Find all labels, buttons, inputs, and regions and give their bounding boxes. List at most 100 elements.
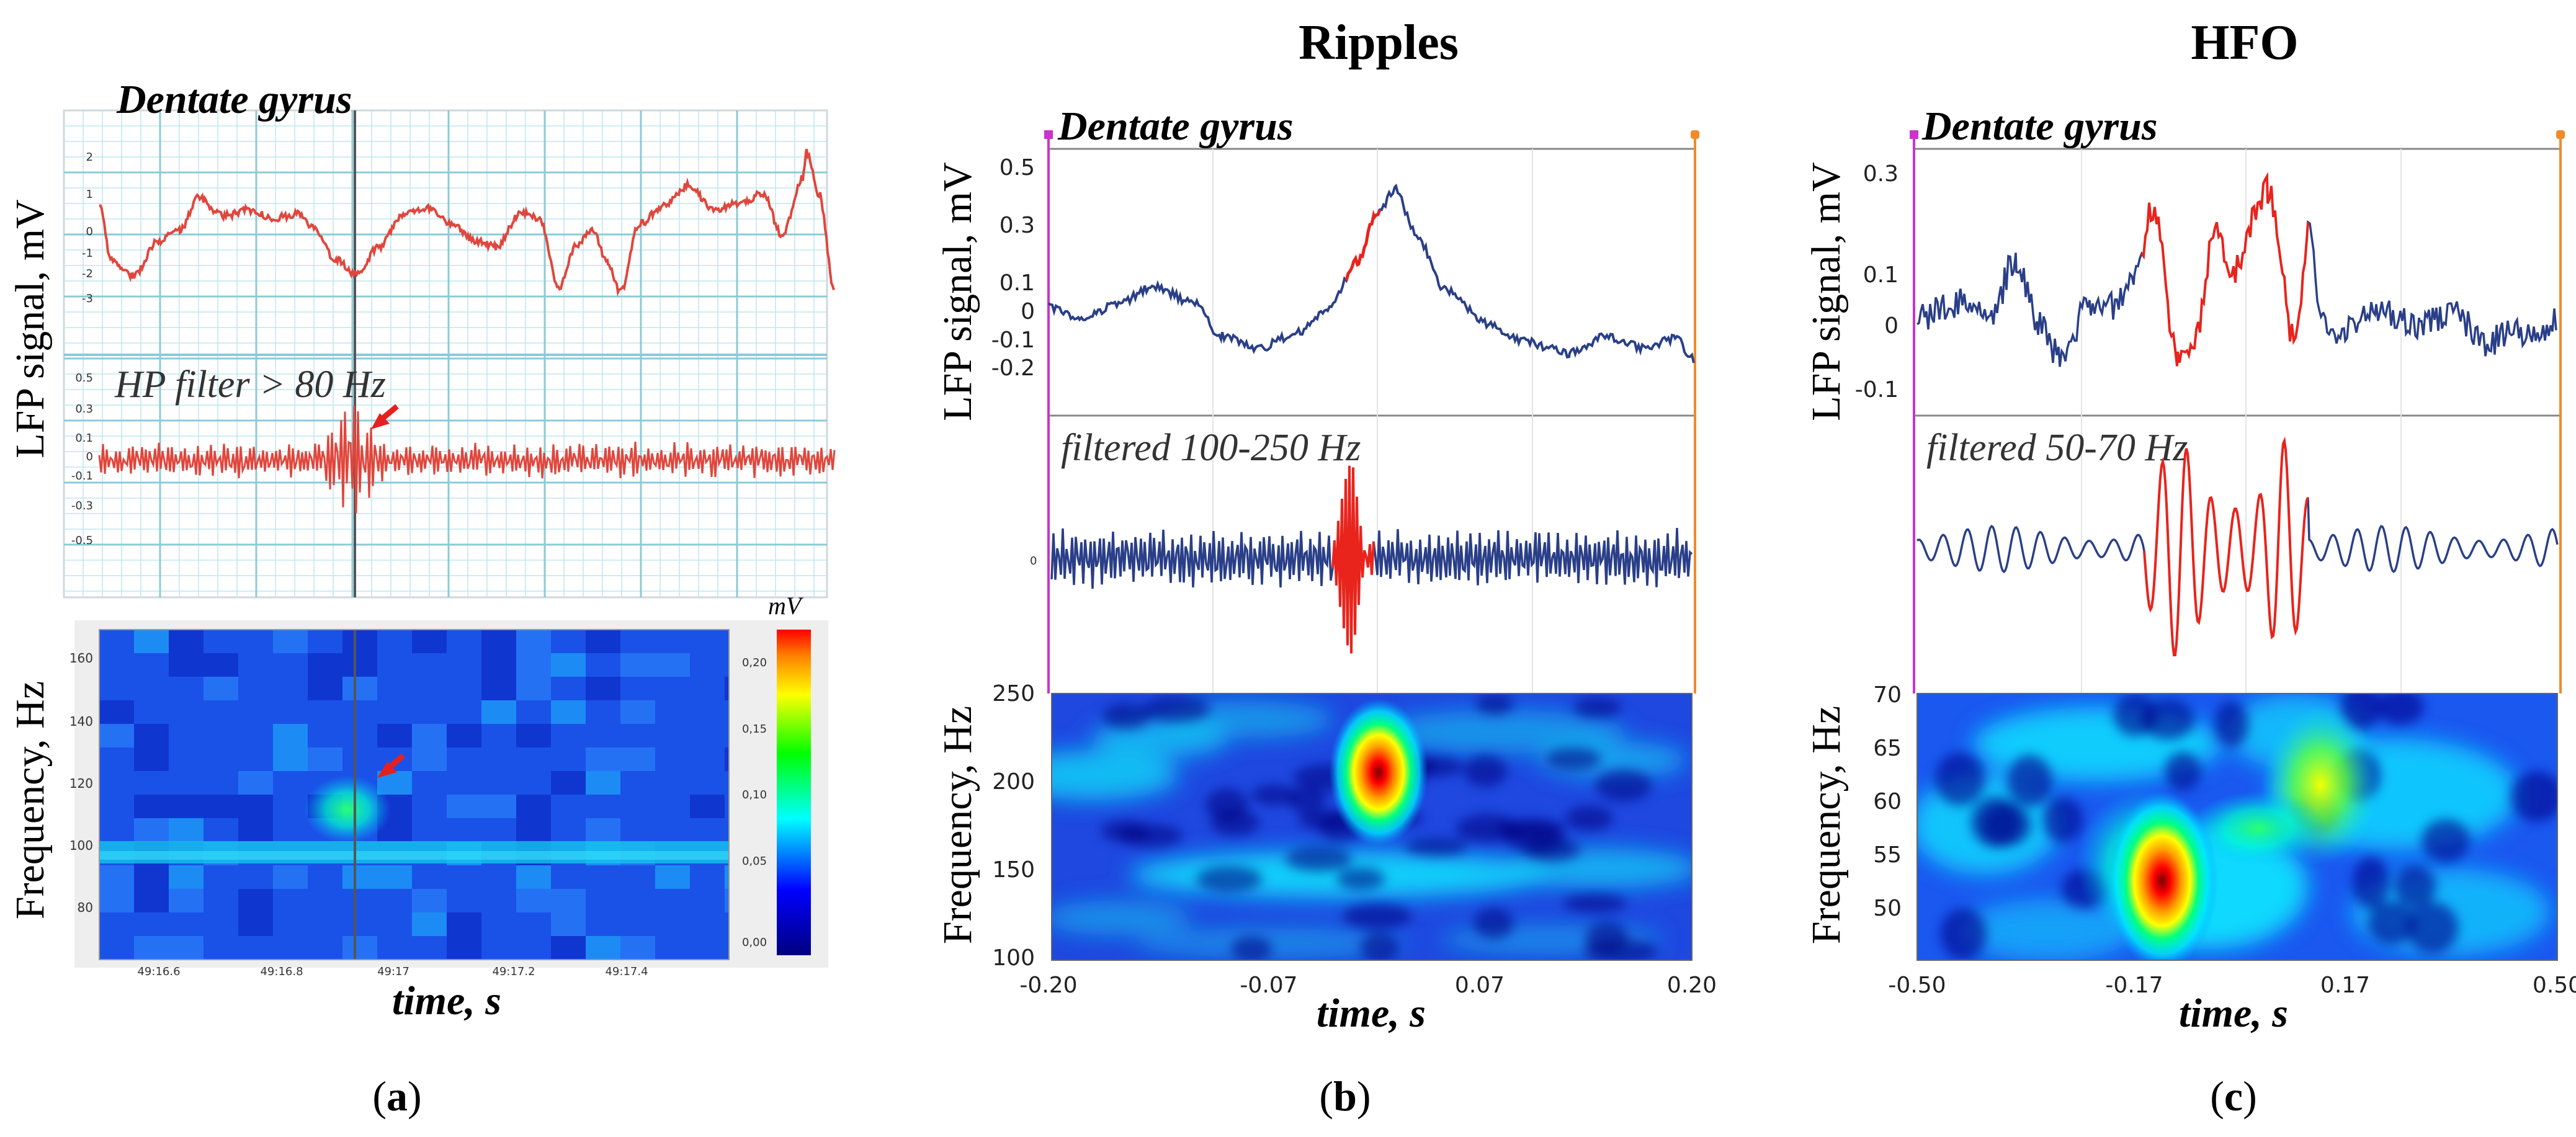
panel-c-signal-ytick-2: 0 (1884, 313, 1898, 339)
panel-c: HFO Dentate gyrus 0.3 0.1 0 -0.1 LFP signal… (1804, 16, 2576, 1036)
panel-a-spec-ylabel: Frequency, Hz (7, 681, 53, 919)
panel-a-colorbar-title: mV (768, 592, 804, 620)
panel-a-filter-ytick-6: -0.5 (71, 534, 93, 547)
panel-a-filter-ytick-3: 0 (86, 450, 93, 463)
panel-b-spec-xtick-0: -0.20 (1019, 973, 1077, 998)
panel-b-signal-ytick-0: 0.5 (1000, 155, 1035, 181)
panel-c-signal-ylabel: LFP signal, mV (1804, 162, 1849, 421)
panel-b-signal-ytick-4: -0.1 (991, 328, 1035, 353)
panel-b-spec-ytick-2: 150 (992, 857, 1035, 883)
panel-c-spec-peak (2106, 791, 2218, 960)
panel-c-spec-xtick-3: 0.50 (2533, 973, 2576, 998)
panel-b-signal-ytick-1: 0.3 (1000, 213, 1035, 238)
panel-b-spec-ytick-0: 250 (992, 681, 1035, 707)
panel-b: Ripples Dentate gyrus 0.50.30.10-0.1-0.2… (935, 16, 1717, 1036)
panel-a-filter-ytick-0: 0.5 (75, 372, 93, 385)
panel-a-xlabel: time, s (392, 978, 501, 1023)
panel-a-signal-title: Dentate gyrus (116, 77, 352, 122)
panel-b-spec-ytick-1: 200 (992, 769, 1035, 795)
panel-c-spec-ytick-1: 65 (1873, 736, 1902, 761)
panel-c-signal-frame (1913, 148, 2562, 417)
panel-a-spec-peak (304, 775, 391, 844)
panel-a-signal-ytick-3: -1 (82, 247, 93, 260)
panel-b-signal-ytick-5: -0.2 (991, 355, 1035, 381)
panel-b-spec-xtick-3: 0.20 (1667, 973, 1717, 998)
panel-a-signal-ytick-5: -3 (82, 292, 93, 305)
panel-a-spec-xtick-0: 49:16.6 (137, 965, 180, 978)
panel-a-spectrogram (99, 630, 729, 960)
panel-c-spec-ytick-0: 70 (1873, 682, 1902, 708)
panel-c-spec-ylabel: Frequency, Hz (1804, 706, 1849, 944)
panel-c-signal-ytick-3: -0.1 (1855, 377, 1898, 403)
panel-c-spec-ytick-4: 50 (1873, 896, 1902, 921)
panel-b-signal-ytick-3: 0 (1021, 299, 1035, 324)
panel-c-filtered-hfo (2143, 436, 2309, 657)
panel-a-signal-ytick-0: 2 (86, 151, 93, 164)
panel-a-colorbar (777, 630, 811, 955)
panel-a-spec-ytick-0: 160 (69, 651, 93, 666)
panel-a-spec-ytick-2: 120 (69, 776, 93, 791)
panel-b-gridlines (1212, 149, 1533, 693)
panel-c-xlabel: time, s (2179, 991, 2288, 1036)
panel-a-signal-ytick-4: -2 (82, 267, 93, 280)
panel-a-cbar-tick-2: 0,10 (742, 788, 767, 801)
panel-a-filter-ytick-4: -0.1 (71, 470, 93, 483)
panel-b-filtered-ripple (1331, 465, 1375, 654)
panel-c-filter-title: filtered 50-70 Hz (1926, 427, 2188, 469)
panel-a-spec-xtick-3: 49:17.2 (492, 965, 535, 978)
panel-b-filter-zero: 0 (1030, 555, 1037, 568)
panel-a-spec-xtick-1: 49:16.8 (260, 965, 303, 978)
panel-a-spec-xtick-2: 49:17 (377, 965, 409, 978)
panel-b-lfp-ripple (1344, 209, 1382, 282)
panel-a-hp-trace (98, 405, 836, 514)
panel-c-filtered-trace (1916, 437, 2559, 656)
panel-a-cbar-tick-1: 0,15 (742, 723, 767, 736)
panel-a-spec-ytick-4: 80 (78, 900, 93, 915)
panel-b-spec-ytick-3: 100 (992, 945, 1035, 971)
panel-a-arrow-top (371, 404, 399, 429)
panel-a-cbar-tick-4: 0,00 (742, 936, 767, 949)
panel-a: Dentate gyrus HP filter > 80 Hz LFP sign… (7, 77, 836, 1023)
panel-c-spec-ytick-3: 55 (1873, 842, 1902, 868)
panel-a-spec-ytick-3: 100 (69, 838, 93, 853)
caption-b: (b) (1319, 1072, 1371, 1120)
panel-a-signal-ytick-1: 1 (86, 188, 93, 201)
panel-a-cbar-tick-0: 0,20 (742, 656, 767, 669)
panel-b-filter-title: filtered 100-250 Hz (1061, 427, 1361, 469)
panel-a-lfp-trace (99, 148, 835, 297)
panel-b-signal-ylabel: LFP signal, mV (935, 162, 980, 421)
panel-b-header: Ripples (1299, 16, 1459, 70)
panel-a-signal-ylabel: LFP signal, mV (7, 199, 53, 458)
caption-a: (a) (372, 1072, 421, 1120)
panel-b-signal-frame (1047, 148, 1696, 417)
panel-b-spec-xtick-2: 0.07 (1455, 973, 1505, 998)
panel-b-signal-title: Dentate gyrus (1057, 104, 1294, 149)
panel-c-signal-ytick-0: 0.3 (1863, 161, 1898, 187)
panel-c-spec-xtick-1: -0.17 (2105, 973, 2163, 998)
panel-c-signal-title: Dentate gyrus (1921, 104, 2158, 149)
panel-c-signal-ytick-1: 0.1 (1863, 262, 1898, 288)
panel-a-filter-ytick-2: 0.1 (75, 432, 93, 445)
panel-b-spec-ylabel: Frequency, Hz (935, 706, 980, 944)
panel-a-filter-ytick-1: 0.3 (75, 403, 93, 416)
panel-c-spec-ytick-2: 60 (1873, 789, 1902, 814)
panel-c-header: HFO (2191, 16, 2298, 70)
panel-c-lfp-hfo (2140, 172, 2309, 367)
panel-a-arrow-bottom (377, 753, 405, 778)
panel-b-spec-xtick-1: -0.07 (1240, 973, 1297, 998)
panel-a-cbar-tick-3: 0,05 (742, 855, 767, 868)
panel-b-spec-peak (1329, 698, 1428, 847)
panel-a-spec-xtick-4: 49:17.4 (605, 965, 648, 978)
panel-c-spec-xtick-0: -0.50 (1888, 973, 1946, 998)
panel-a-filter-ytick-5: -0.3 (71, 499, 93, 512)
panel-b-signal-ytick-2: 0.1 (1000, 270, 1035, 296)
panel-a-signal-ytick-2: 0 (86, 225, 93, 238)
panel-c-spec-xtick-2: 0.17 (2320, 973, 2370, 998)
panel-b-xlabel: time, s (1317, 991, 1426, 1036)
panel-a-filter-title: HP filter > 80 Hz (114, 363, 386, 406)
panel-b-spectrogram (1052, 693, 1692, 960)
panel-c-spectrogram (1917, 693, 2557, 960)
caption-c: (c) (2210, 1072, 2257, 1120)
panel-a-spec-ytick-1: 140 (69, 714, 93, 729)
